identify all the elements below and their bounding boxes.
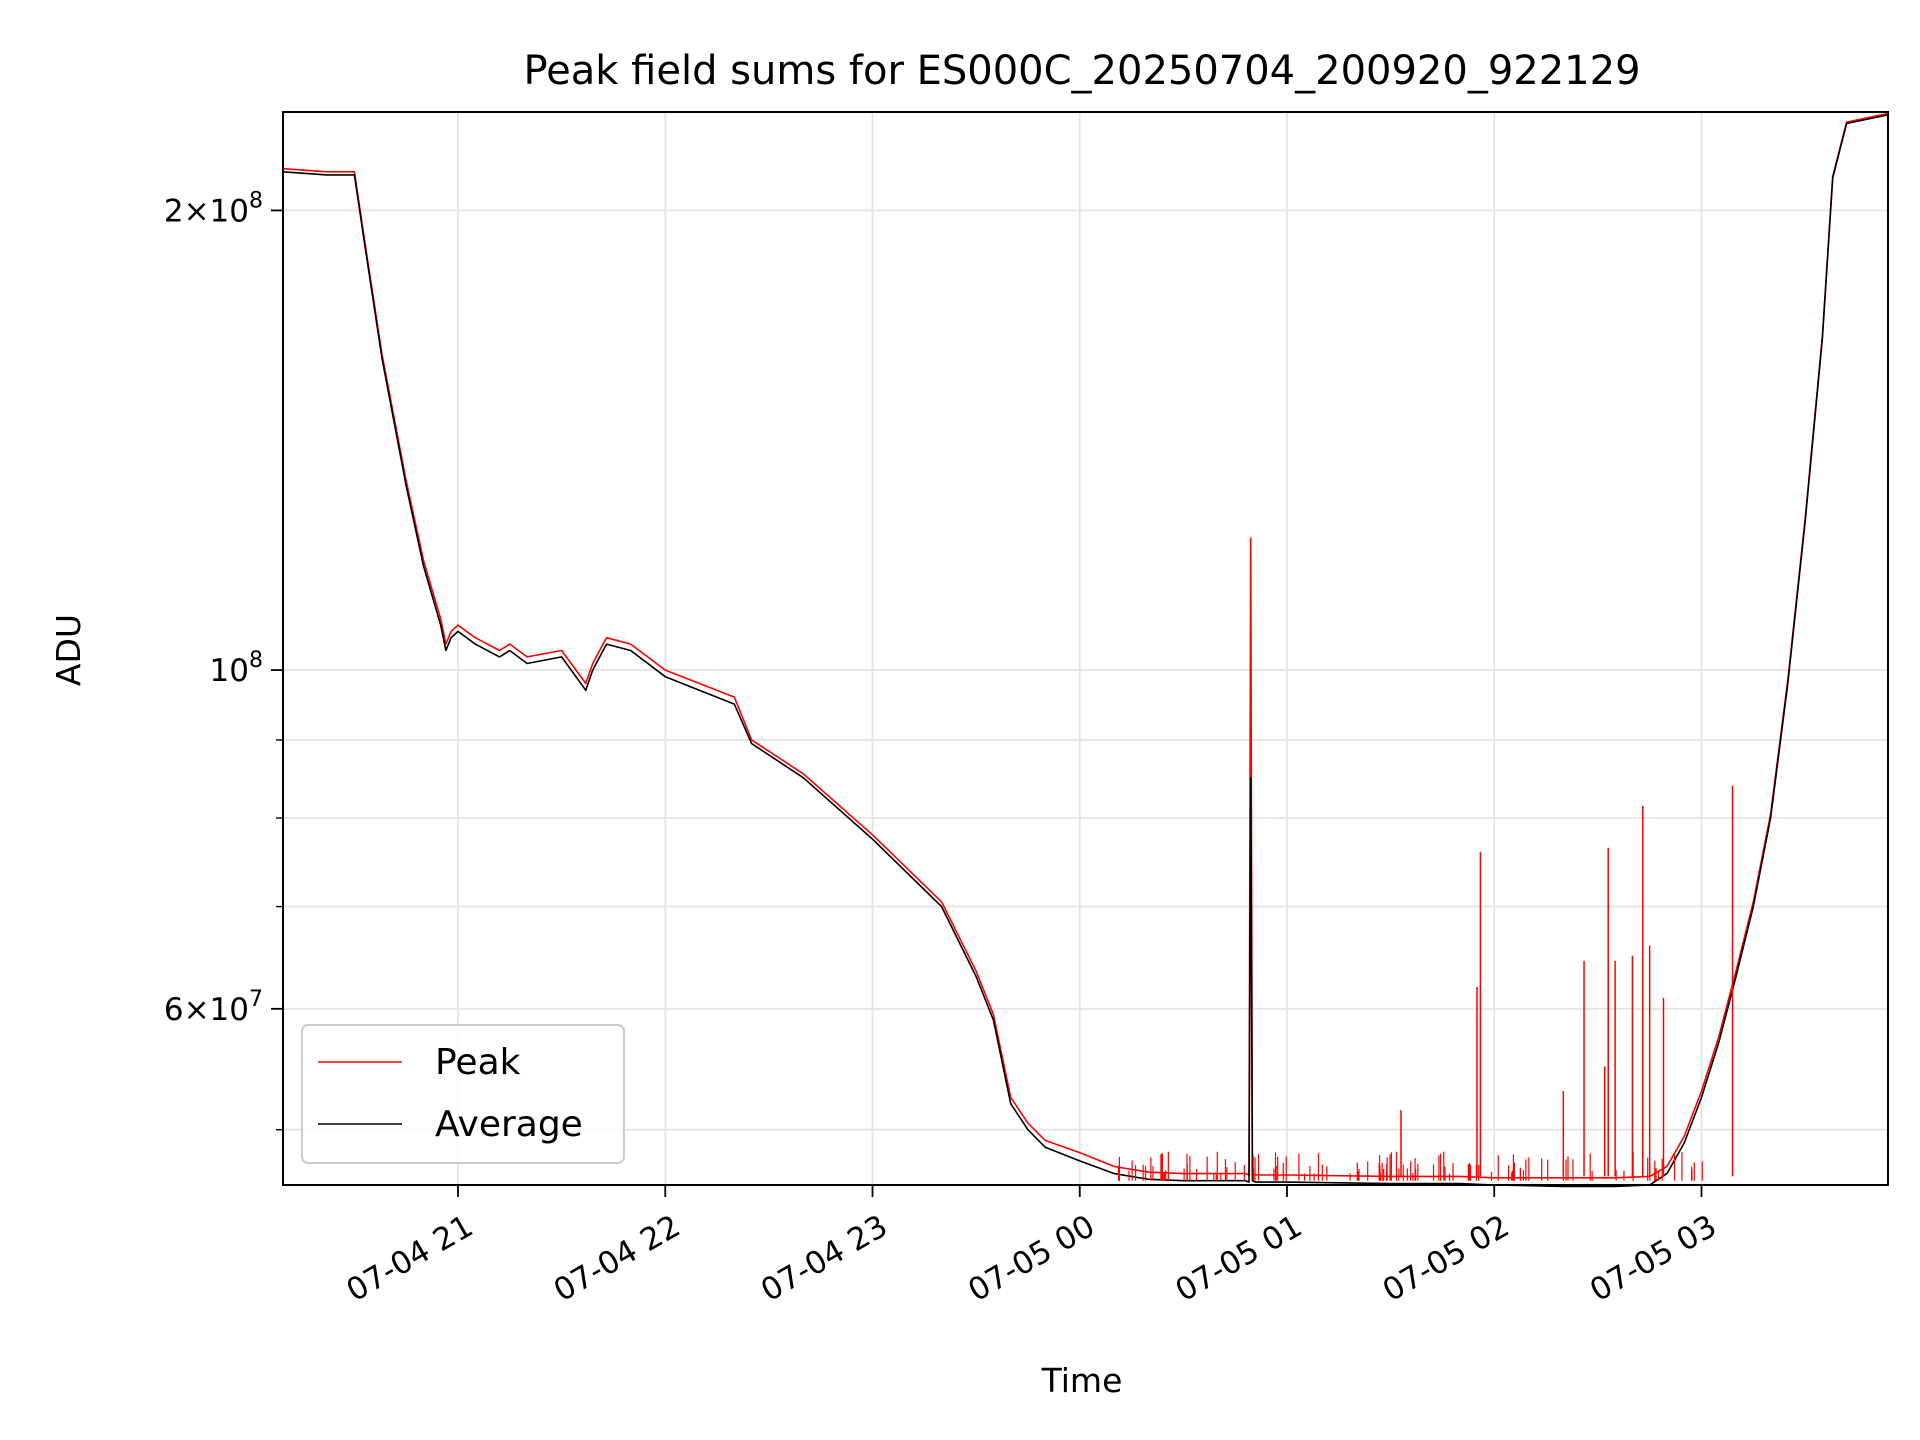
series-layer xyxy=(282,112,1889,1188)
chart-title: Peak field sums for ES000C_20250704_2009… xyxy=(523,48,1640,94)
grid xyxy=(283,112,1888,1185)
legend: Peak Average xyxy=(301,1024,625,1164)
legend-label-peak: Peak xyxy=(435,1042,521,1083)
series-line-peak xyxy=(282,112,1889,1179)
legend-box xyxy=(301,1024,625,1164)
x-axis-label: Time xyxy=(1041,1361,1123,1400)
y-tick-label: 2×108 xyxy=(164,188,263,229)
series-line-average xyxy=(282,114,1889,1188)
y-tick-label: 6×107 xyxy=(164,987,263,1028)
y-tick-label: 108 xyxy=(210,648,263,689)
legend-label-average: Average xyxy=(435,1104,583,1145)
y-axis-label: ADU xyxy=(49,614,88,686)
plot-frame xyxy=(282,111,1889,1186)
